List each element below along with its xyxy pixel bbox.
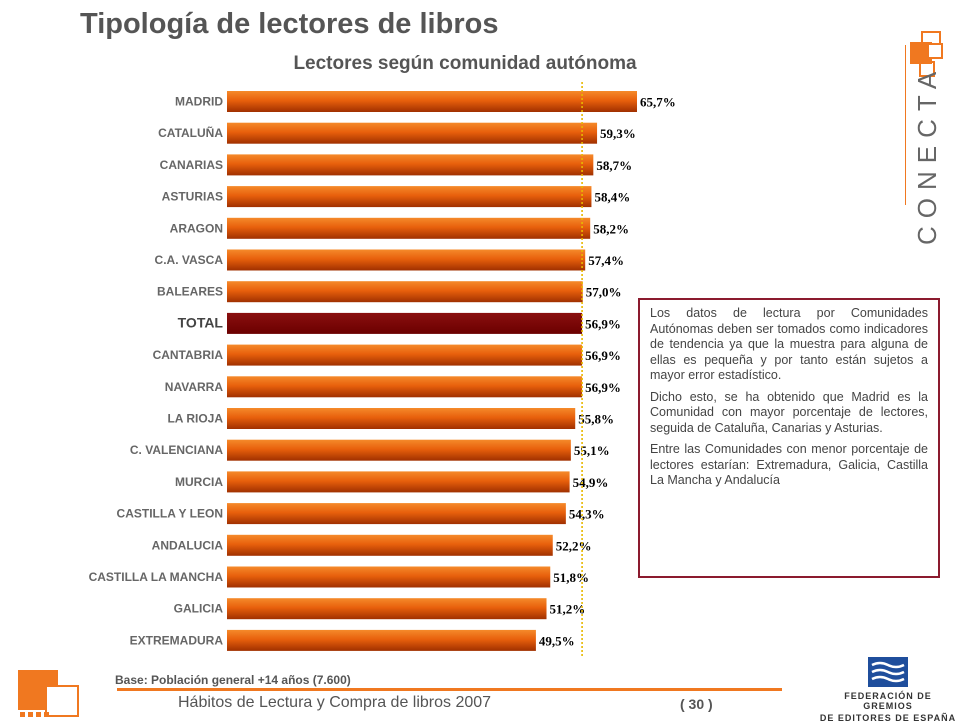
bar-la-rioja — [227, 408, 576, 429]
category-label: CASTILLA LA MANCHA — [89, 570, 224, 584]
value-label: 54,9% — [573, 475, 609, 490]
note-box: Los datos de lectura por Comunidades Aut… — [638, 298, 940, 578]
brand-squares-icon — [910, 31, 943, 77]
value-label: 58,2% — [593, 221, 629, 236]
category-label: ARAGON — [170, 221, 223, 235]
bar-extremadura — [227, 629, 536, 651]
bar-canarias — [227, 154, 594, 176]
federation-emblem-icon — [868, 657, 908, 687]
brand-rule — [905, 45, 906, 205]
category-label: CATALUÑA — [158, 125, 223, 140]
value-label: 58,4% — [594, 190, 630, 205]
bar-castilla-y-leon — [227, 503, 566, 525]
value-label: 49,5% — [539, 633, 575, 648]
category-label: MADRID — [175, 95, 223, 109]
category-label: CANARIAS — [160, 158, 223, 172]
bar-cataluña — [227, 122, 598, 144]
bar-baleares — [227, 281, 583, 303]
category-label: EXTREMADURA — [130, 633, 224, 647]
category-label: CASTILLA Y LEON — [117, 507, 223, 521]
category-label: ASTURIAS — [162, 190, 223, 204]
value-label: 56,9% — [585, 348, 621, 363]
bar-navarra — [227, 376, 583, 398]
bar-andalucia — [227, 534, 553, 556]
value-label: 51,8% — [553, 570, 589, 585]
category-label: C.A. VASCA — [155, 253, 224, 267]
category-label: C. VALENCIANA — [130, 443, 223, 457]
org-logo: FEDERACIÓN DE GREMIOS DE EDITORES DE ESP… — [818, 655, 958, 723]
category-label: BALEARES — [157, 285, 223, 299]
bar-aragon — [227, 217, 591, 239]
value-label: 56,9% — [585, 380, 621, 395]
value-label: 55,1% — [574, 443, 610, 458]
bar-castilla-la-mancha — [227, 566, 551, 588]
bar-c-a-vasca — [227, 249, 586, 271]
chart-title: Lectores según comunidad autónoma — [293, 53, 637, 74]
bar-murcia — [227, 471, 570, 493]
base-note: Base: Población general +14 años (7.600) — [115, 673, 351, 687]
note-paragraph: Entre las Comunidades con menor porcenta… — [650, 442, 928, 487]
page-number: ( 30 ) — [680, 696, 713, 712]
value-label: 55,8% — [578, 412, 614, 427]
category-label: TOTAL — [178, 314, 224, 330]
org-name-line2: DE EDITORES DE ESPAÑA — [819, 713, 957, 723]
value-label: 54,3% — [569, 507, 605, 522]
note-paragraph: Los datos de lectura por Comunidades Aut… — [650, 306, 928, 382]
bar-cantabria — [227, 344, 583, 366]
corner-squares-icon — [18, 670, 79, 717]
value-label: 58,7% — [596, 158, 632, 173]
value-label: 65,7% — [640, 95, 676, 110]
value-label: 56,9% — [585, 316, 621, 331]
value-label: 52,2% — [556, 538, 592, 553]
value-label: 57,0% — [586, 285, 622, 300]
category-label: LA RIOJA — [167, 412, 223, 426]
bar-c-valenciana — [227, 439, 571, 461]
category-label: GALICIA — [174, 602, 224, 616]
footer-divider — [117, 688, 782, 691]
value-label: 57,4% — [588, 253, 624, 268]
value-label: 59,3% — [600, 126, 636, 141]
bar-asturias — [227, 186, 592, 208]
value-label: 51,2% — [550, 602, 586, 617]
page-title: Tipología de lectores de libros — [80, 8, 499, 40]
brand-wordmark: CONECTA — [912, 63, 942, 245]
note-paragraph: Dicho esto, se ha obtenido que Madrid es… — [650, 389, 928, 435]
bar-galicia — [227, 598, 547, 620]
bar-total — [227, 312, 583, 334]
org-name-line1: FEDERACIÓN DE GREMIOS — [844, 691, 932, 711]
category-label: ANDALUCIA — [152, 538, 224, 552]
footer-text: Hábitos de Lectura y Compra de libros 20… — [178, 694, 492, 711]
category-label: CANTABRIA — [153, 348, 224, 362]
category-label: MURCIA — [175, 475, 223, 489]
bar-madrid — [227, 91, 637, 112]
category-label: NAVARRA — [165, 380, 224, 394]
